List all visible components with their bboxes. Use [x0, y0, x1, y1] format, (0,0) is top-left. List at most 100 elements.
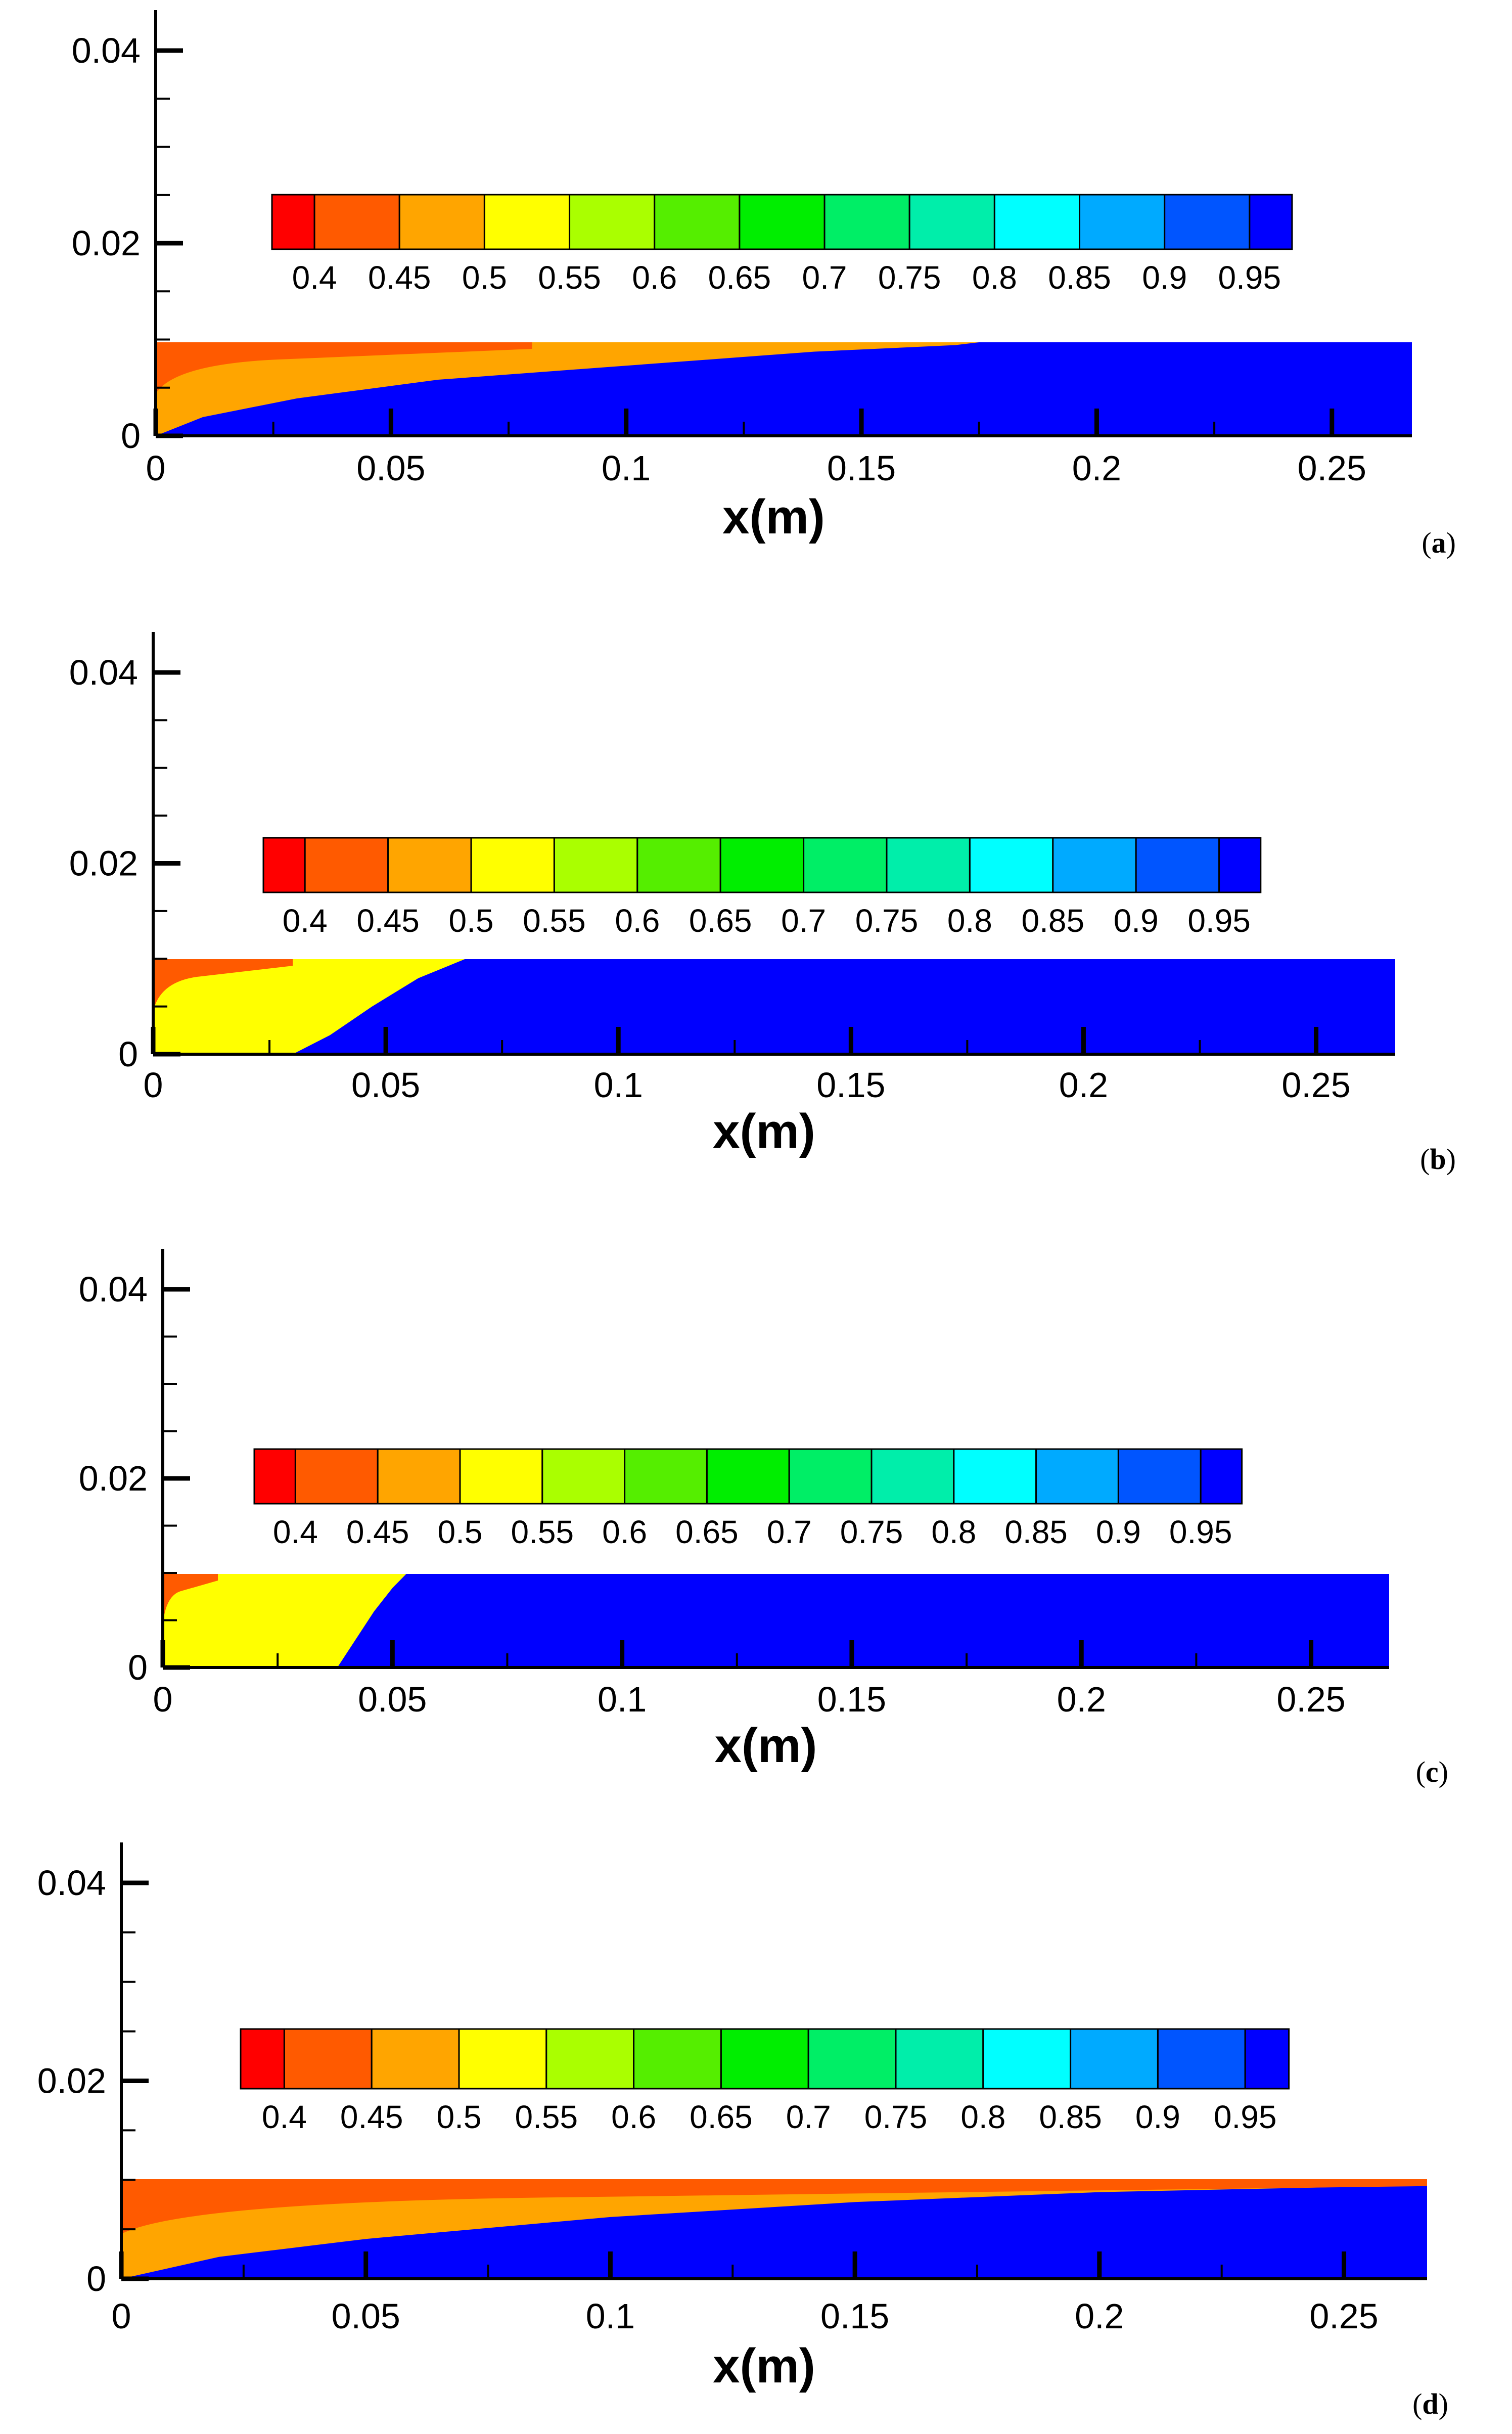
colorbar-label: 0.4	[292, 259, 337, 296]
colorbar-swatch	[1244, 2028, 1290, 2090]
colorbar-label: 0.45	[346, 1514, 409, 1550]
x-tick-label: 0.1	[598, 1680, 647, 1719]
contour-core-region	[156, 342, 532, 394]
colorbar-label: 0.6	[632, 259, 677, 296]
colorbar-label: 0.85	[1022, 903, 1085, 939]
colorbar-label: 0.85	[1048, 259, 1111, 296]
x-axis-title: x(m)	[713, 2339, 815, 2393]
contour-band-6	[153, 959, 465, 1054]
colorbar-swatch	[569, 194, 656, 250]
colorbar-swatch	[313, 194, 400, 250]
colorbar: 0.4 0.45 0.5 0.55 0.6 0.65 0.7 0.75 0.8 0.85 0.9 0.…	[271, 194, 1293, 296]
panel-label-letter: d	[1422, 2387, 1438, 2420]
colorbar-label: 0.95	[1187, 903, 1251, 939]
colorbar-swatch	[895, 2028, 984, 2090]
x-tick-label: 0.2	[1072, 448, 1121, 488]
colorbar-label: 0.65	[689, 903, 752, 939]
axes: 0 0.02 0.04 0 0.05 0.1 0.15 0.2 0.25 x(m)	[69, 632, 1395, 1158]
colorbar-label: 0.4	[273, 1514, 318, 1550]
colorbar-swatch	[398, 194, 485, 250]
axes: 0 0.02 0.04 0 0.05 0.1 0.15 0.2 0.25 x(m)	[72, 10, 1412, 544]
x-axis-title: x(m)	[722, 490, 825, 544]
colorbar-label: 0.5	[437, 2099, 482, 2135]
y-tick-label: 0.04	[79, 1270, 148, 1309]
contour-layers	[163, 1574, 1389, 1667]
colorbar-label: 0.9	[1135, 2099, 1180, 2135]
contour-band-6	[163, 1574, 406, 1667]
panel-c: 0.4 0.45 0.5 0.55 0.6 0.65 0.7 0.75 0.8 0.85 0.9 0.…	[79, 1249, 1448, 1788]
colorbar-swatch	[283, 2028, 373, 2090]
colorbar-label: 0.9	[1114, 903, 1159, 939]
colorbar-swatch	[1052, 837, 1137, 893]
colorbar-label: 0.95	[1214, 2099, 1277, 2135]
x-tick-label: 0.15	[827, 448, 896, 488]
colorbar-label: 0.45	[356, 903, 420, 939]
contour-field	[156, 342, 1412, 436]
x-tick-label: 0.2	[1057, 1680, 1106, 1719]
colorbar-swatch	[633, 2028, 722, 2090]
colorbar-label: 0.75	[840, 1514, 903, 1550]
panel-label: (a)	[1422, 526, 1456, 559]
colorbar-label: 0.4	[262, 2099, 307, 2135]
colorbar-label: 0.95	[1169, 1514, 1232, 1550]
colorbar-label: 0.7	[781, 903, 826, 939]
colorbar-label: 0.5	[462, 259, 507, 296]
x-tick-label: 0	[112, 2296, 131, 2336]
colorbar-label: 0.6	[615, 903, 660, 939]
colorbar-swatch	[719, 837, 805, 893]
x-tick-label: 0.1	[586, 2296, 635, 2336]
x-tick-label: 0.25	[1298, 448, 1366, 488]
colorbar-label: 0.65	[675, 1514, 739, 1550]
axes: 0 0.02 0.04 0 0.05 0.1 0.15 0.2 0.25 x(m)	[37, 1842, 1427, 2393]
colorbar-label: 0.55	[538, 259, 601, 296]
y-tick-label: 0.04	[37, 1863, 106, 1903]
colorbar-label: 0.65	[708, 259, 771, 296]
x-axis-title: x(m)	[715, 1719, 817, 1773]
colorbar-swatch	[1035, 1448, 1119, 1505]
colorbar-label: 0.65	[690, 2099, 753, 2135]
colorbar-swatch	[1079, 194, 1166, 250]
axes: 0 0.02 0.04 0 0.05 0.1 0.15 0.2 0.25 x(m)	[79, 1249, 1389, 1773]
colorbar-swatch	[739, 194, 826, 250]
colorbar-label: 0.85	[1039, 2099, 1102, 2135]
colorbar-swatch	[823, 194, 910, 250]
colorbar-swatch	[253, 1448, 296, 1505]
y-tick-label: 0.02	[79, 1459, 148, 1498]
x-tick-label: 0.2	[1059, 1065, 1108, 1105]
contour-layers	[156, 342, 1412, 436]
colorbar: 0.4 0.45 0.5 0.55 0.6 0.65 0.7 0.75 0.8 0.85 0.9 0.…	[253, 1448, 1243, 1550]
y-tick-label: 0.02	[37, 2061, 106, 2101]
contour-layers	[153, 959, 1395, 1054]
x-tick-label: 0	[144, 1065, 163, 1105]
x-tick-label: 0.1	[594, 1065, 643, 1105]
colorbar: 0.4 0.45 0.5 0.55 0.6 0.65 0.7 0.75 0.8 0.85 0.9 0.…	[262, 837, 1262, 939]
colorbar-swatch	[1200, 1448, 1243, 1505]
y-tick-label: 0	[121, 416, 141, 456]
colorbar-label: 0.7	[767, 1514, 812, 1550]
colorbar-label: 0.6	[602, 1514, 647, 1550]
colorbar-swatch	[271, 194, 315, 250]
colorbar-label: 0.7	[802, 259, 847, 296]
panel-label-letter: c	[1426, 1755, 1439, 1788]
contour-field	[121, 2179, 1427, 2279]
x-tick-label: 0.1	[602, 448, 651, 488]
colorbar-swatch	[377, 1448, 461, 1505]
panel-label-letter: b	[1430, 1143, 1446, 1176]
colorbar-swatch	[803, 837, 888, 893]
x-tick-label: 0.2	[1075, 2296, 1124, 2336]
colorbar-label: 0.75	[855, 903, 919, 939]
colorbar-label: 0.55	[523, 903, 586, 939]
contour-core-region	[153, 959, 293, 1012]
x-tick-label: 0.15	[816, 1065, 885, 1105]
colorbar-swatch	[1164, 194, 1251, 250]
colorbar-swatch	[654, 194, 741, 250]
colorbar-swatch	[483, 194, 571, 250]
contour-band-6	[156, 342, 979, 436]
y-tick-label: 0	[128, 1648, 148, 1687]
contour-band-6	[121, 2179, 1427, 2279]
colorbar-swatch	[294, 1448, 379, 1505]
colorbar-swatch	[1117, 1448, 1202, 1505]
x-tick-label: 0.15	[817, 1680, 886, 1719]
colorbar: 0.4 0.45 0.5 0.55 0.6 0.65 0.7 0.75 0.8 0.85 0.9 0.…	[240, 2028, 1290, 2135]
panel-label: (b)	[1420, 1143, 1456, 1176]
